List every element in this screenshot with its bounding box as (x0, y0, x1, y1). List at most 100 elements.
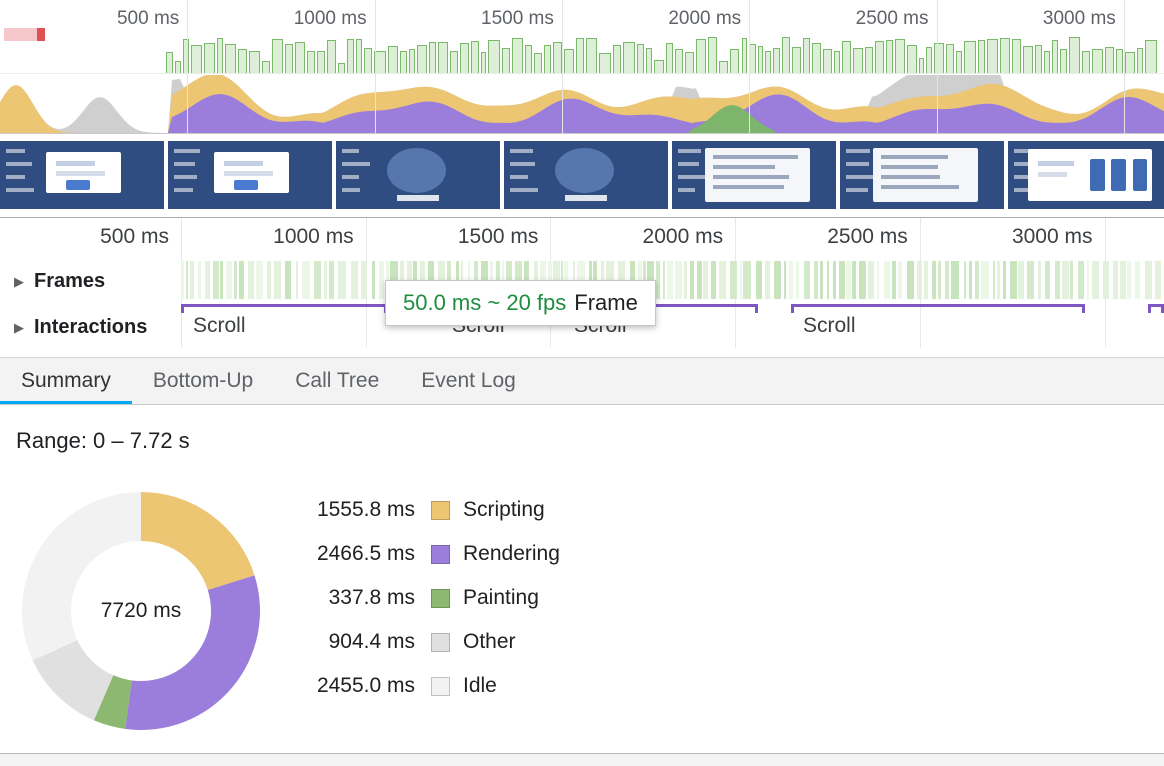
legend-row: 2466.5 ms Rendering (285, 532, 560, 576)
donut-slice-rendering (125, 575, 260, 730)
fps-bar (637, 43, 645, 73)
fps-bar (450, 50, 459, 73)
legend-value: 2455.0 ms (316, 674, 415, 697)
fps-bar (326, 40, 337, 73)
timeline-overview[interactable]: 500 ms 1000 ms 1500 ms 2000 ms 2500 ms 3000 m… (0, 0, 1164, 134)
frame-bar (838, 261, 845, 299)
interaction-scroll-span[interactable] (1148, 304, 1164, 334)
thumbnail-graphic (554, 147, 614, 193)
frame-bar (1054, 261, 1060, 299)
thumbnail-graphic (846, 188, 869, 192)
donut-slice-idle (21, 492, 141, 661)
fps-overview-chart[interactable] (0, 30, 1164, 73)
fps-bar (811, 42, 821, 73)
legend-label: Scripting (463, 498, 545, 521)
filmstrip-thumbnail[interactable] (1008, 141, 1164, 209)
fps-bar (585, 37, 598, 73)
expand-triangle-icon[interactable]: ▶ (14, 273, 24, 289)
cpu-overview-chart[interactable] (0, 75, 1164, 133)
expand-triangle-icon[interactable]: ▶ (14, 319, 24, 335)
fps-bar (885, 40, 893, 73)
interaction-scroll-span[interactable]: Scroll (181, 304, 387, 337)
frame-bar (256, 261, 264, 299)
fps-bar (470, 41, 479, 73)
filmstrip-thumbnail[interactable] (504, 141, 668, 209)
thumbnail-graphic (881, 185, 959, 190)
thumbnail-graphic (6, 149, 26, 153)
frame-bar (371, 261, 375, 299)
thumbnail-graphic (223, 170, 273, 176)
frame-bar (234, 261, 237, 299)
fps-bar (373, 51, 386, 73)
frame-bar (185, 261, 188, 299)
frame-bar (328, 261, 335, 299)
thumbnail-graphic (233, 180, 259, 191)
time-breakdown-donut: 7720 ms (20, 490, 262, 732)
legend-swatch (431, 588, 450, 608)
filmstrip-thumbnail[interactable] (672, 141, 836, 209)
fps-bar (599, 52, 611, 73)
frame-bar (951, 261, 960, 299)
filmstrip (0, 134, 1164, 218)
thumbnail-graphic (342, 162, 371, 166)
frame-bar (932, 261, 937, 299)
fps-bar (1115, 49, 1123, 73)
fps-bar (802, 38, 810, 73)
frame-bar (323, 261, 327, 299)
time-breakdown-legend: 1555.8 ms Scripting 2466.5 ms Rendering 337.… (285, 488, 560, 708)
frame-bar (892, 261, 897, 299)
frame-bar (696, 261, 702, 299)
frame-bar (683, 261, 687, 299)
total-time-label: 7720 ms (100, 599, 182, 622)
fps-bar (480, 51, 487, 73)
thumbnail-graphic (678, 162, 700, 166)
frame-bar (917, 261, 922, 299)
frame-bar (819, 261, 824, 299)
overview-gridline (561, 0, 563, 133)
fps-bar (925, 46, 933, 73)
frames-track[interactable] (181, 258, 1164, 302)
fps-bar (400, 51, 408, 73)
fps-bar (261, 60, 271, 73)
fps-bar (488, 40, 501, 73)
frames-track-header[interactable]: ▶ Frames (14, 270, 105, 293)
filmstrip-thumbnail[interactable] (0, 141, 164, 209)
tab-event-log[interactable]: Event Log (421, 369, 516, 392)
interactions-track-header[interactable]: ▶ Interactions (14, 316, 147, 339)
fps-bar (1137, 48, 1144, 73)
fps-bar (533, 52, 542, 73)
fps-bar (934, 43, 944, 73)
fps-bar (978, 40, 985, 73)
main-time-label: 2000 ms (642, 225, 724, 248)
interaction-scroll-span[interactable]: Scroll (791, 304, 1085, 337)
main-time-label: 2500 ms (827, 225, 908, 248)
frame-bar (981, 261, 989, 299)
frame-bar (773, 261, 782, 299)
frame-bar (674, 261, 682, 299)
frame-bar (968, 261, 972, 299)
fps-bar (1034, 45, 1042, 73)
overview-time-label: 1000 ms (293, 8, 367, 29)
tab-call-tree[interactable]: Call Tree (295, 369, 380, 392)
frame-bar (190, 261, 194, 299)
frame-bar (1027, 261, 1035, 299)
filmstrip-thumbnail[interactable] (168, 141, 332, 209)
frame-bar (813, 261, 818, 299)
fps-bar (718, 60, 729, 73)
fps-bar (285, 43, 293, 73)
filmstrip-thumbnail[interactable] (840, 141, 1004, 209)
legend-label: Painting (463, 586, 539, 609)
thumbnail-graphic (1014, 188, 1034, 192)
thumbnail-graphic (1037, 172, 1068, 178)
legend-row: 2455.0 ms Idle (285, 664, 560, 708)
frame-bar (1018, 261, 1025, 299)
fps-bar (772, 48, 780, 73)
thumbnail-graphic (510, 175, 529, 179)
tab-summary[interactable]: Summary (0, 358, 132, 404)
filmstrip-thumbnail[interactable] (336, 141, 500, 209)
fps-bar (695, 38, 707, 73)
tab-bottom-up[interactable]: Bottom-Up (152, 369, 254, 392)
donut-chart (21, 492, 260, 730)
frame-bar (1037, 261, 1041, 299)
fps-bar (781, 37, 790, 73)
